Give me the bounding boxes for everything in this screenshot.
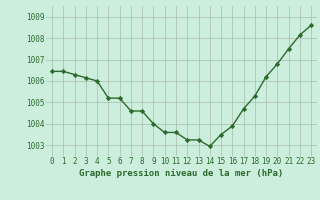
X-axis label: Graphe pression niveau de la mer (hPa): Graphe pression niveau de la mer (hPa) [79, 169, 284, 178]
